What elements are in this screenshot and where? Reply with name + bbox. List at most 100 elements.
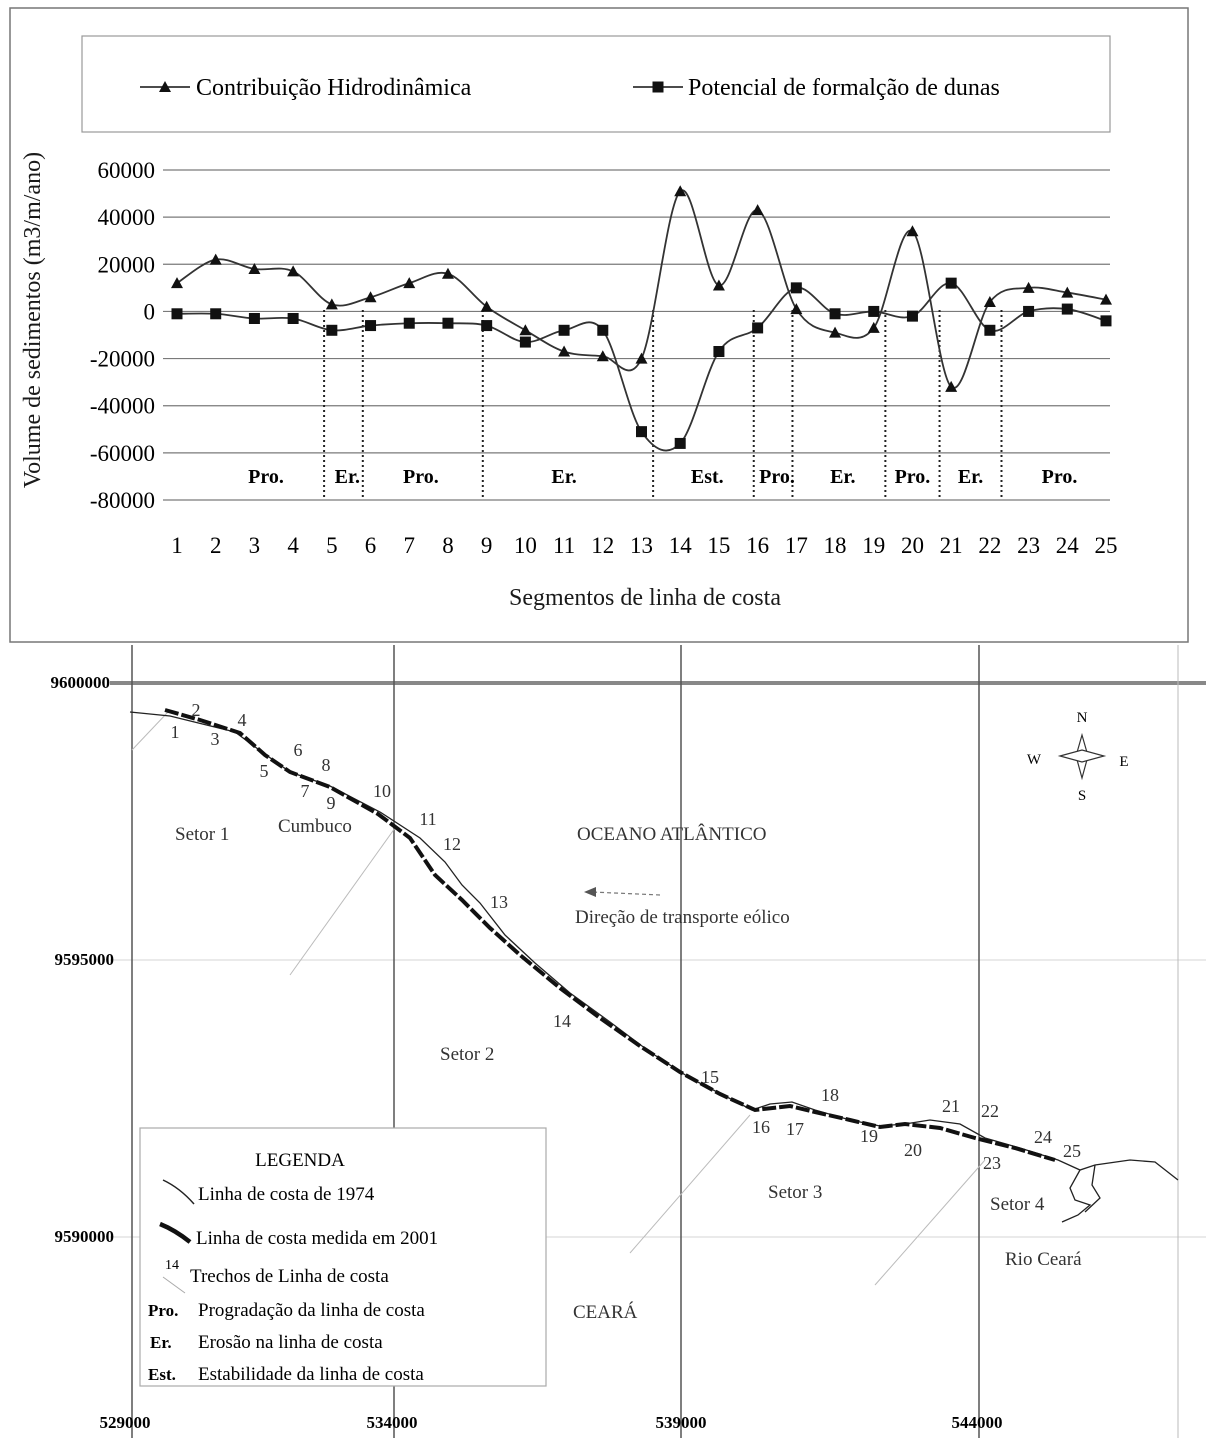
data-point-triangle <box>403 277 416 289</box>
data-point-square <box>210 308 222 320</box>
data-point-triangle <box>712 279 725 291</box>
segment-number: 15 <box>701 1067 719 1087</box>
zone-labels: Pro. Er. Pro. Er. Est. Pro. Er. Pro. Er. Pro. <box>248 466 1077 488</box>
zone-label: Est. <box>691 466 724 488</box>
data-point-triangle <box>519 324 532 336</box>
y-tick-label: -20000 <box>90 347 155 372</box>
gridlines <box>163 169 1110 501</box>
chart-legend: Contribuição Hidrodinâmica Potencial de f… <box>140 75 1000 101</box>
zone-label: Pro. <box>1042 466 1078 488</box>
map-legend-key-est: Est. <box>148 1365 176 1384</box>
y-tick-label: 60000 <box>98 158 156 183</box>
zone-label: Er. <box>551 466 576 488</box>
zone-label: Er. <box>958 466 983 488</box>
data-point-triangle <box>364 291 377 303</box>
map-y-tick-9590000: 9590000 <box>55 1227 115 1246</box>
x-tick-label: 19 <box>862 533 885 558</box>
x-tick-label: 6 <box>365 533 377 558</box>
data-point-square <box>674 437 686 449</box>
x-tick-label: 24 <box>1056 533 1080 558</box>
map-legend-item-1974: Linha de costa de 1974 <box>198 1184 375 1205</box>
label-setor-2: Setor 2 <box>440 1044 494 1065</box>
x-tick-label: 9 <box>481 533 493 558</box>
data-point-square <box>558 324 570 336</box>
legend-label: Potencial de formalção de dunas <box>688 75 1000 101</box>
sector-divider-0 <box>131 711 169 751</box>
legend-symbol-1974 <box>162 1179 195 1205</box>
map-legend-key-pro: Pro. <box>148 1301 178 1320</box>
segment-number: 16 <box>752 1117 770 1137</box>
data-point-square <box>1023 305 1035 317</box>
data-point-square <box>365 320 377 332</box>
compass-w: W <box>1027 752 1042 768</box>
compass-s: S <box>1078 788 1086 804</box>
map-legend-item-pro: Progradação da linha de costa <box>198 1300 425 1321</box>
segment-number: 24 <box>1034 1127 1052 1147</box>
label-ceara: CEARÁ <box>573 1301 638 1323</box>
y-tick-label: 20000 <box>98 252 156 277</box>
segment-number: 19 <box>860 1126 878 1146</box>
x-tick-label: 14 <box>669 533 693 558</box>
segment-number: 6 <box>294 740 303 760</box>
data-point-triangle <box>1022 281 1035 293</box>
y-tick-label: 40000 <box>98 205 156 230</box>
label-wind-direction: Direção de transporte eólico <box>575 907 790 928</box>
zone-label: Pro. <box>895 466 931 488</box>
data-point-triangle <box>635 352 648 364</box>
map-legend-title: LEGENDA <box>255 1150 345 1171</box>
data-point-square <box>403 317 415 329</box>
segment-number: 5 <box>260 761 269 781</box>
y-tick-label: 0 <box>144 299 156 324</box>
coastline-2001 <box>164 708 1056 1162</box>
y-axis-label: Volume de sedimentos (m3/m/ano) <box>20 152 46 488</box>
x-tick-label: 15 <box>707 533 730 558</box>
y-tick-label: -60000 <box>90 441 155 466</box>
data-point-square <box>1061 303 1073 315</box>
data-point-triangle <box>674 185 687 197</box>
map-legend-item-2001: Linha de costa medida em 2001 <box>196 1228 438 1249</box>
data-point-triangle <box>790 303 803 315</box>
zone-label: Er. <box>335 466 360 488</box>
x-tick-label: 25 <box>1095 533 1118 558</box>
data-point-triangle <box>209 253 222 265</box>
legend-label: Contribuição Hidrodinâmica <box>196 75 472 101</box>
data-point-triangle <box>751 204 764 216</box>
data-point-square <box>945 277 957 289</box>
y-tick-label: -80000 <box>90 488 155 513</box>
data-point-square <box>326 324 338 336</box>
x-tick-label: 1 <box>171 533 183 558</box>
map-legend-box <box>139 1127 547 1387</box>
sector-divider-1 <box>289 827 396 976</box>
series-line-triangle <box>176 189 1107 389</box>
data-point-triangle <box>829 326 842 338</box>
segment-number: 8 <box>322 755 331 775</box>
segment-number: 14 <box>553 1011 571 1031</box>
data-point-square <box>597 324 609 336</box>
x-axis-label: Segmentos de linha de costa <box>509 585 781 611</box>
data-point-square <box>1100 315 1112 327</box>
sector-divider-2 <box>629 1114 751 1254</box>
data-point-triangle <box>1061 286 1074 298</box>
segment-number: 12 <box>443 834 461 854</box>
data-point-triangle <box>441 267 454 279</box>
segment-number: 3 <box>211 729 220 749</box>
data-point-triangle <box>983 296 996 307</box>
map-x-tick-539000: 539000 <box>656 1413 707 1432</box>
compass-n: N <box>1077 710 1088 726</box>
segment-number: 1 <box>171 722 180 742</box>
data-point-triangle <box>287 265 300 277</box>
sector-divider-3 <box>874 1159 986 1286</box>
legend-symbol-segment <box>162 1276 186 1294</box>
x-tick-label: 16 <box>746 533 769 558</box>
segment-number: 25 <box>1063 1141 1081 1161</box>
data-point-square <box>442 317 454 329</box>
segment-number: 23 <box>983 1153 1001 1173</box>
wind-arrow-head <box>584 887 596 897</box>
x-tick-label: 3 <box>249 533 261 558</box>
segment-number: 18 <box>821 1085 839 1105</box>
zone-label: Pro. <box>248 466 284 488</box>
segment-number: 2 <box>192 700 201 720</box>
map-legend-key-er: Er. <box>150 1333 172 1352</box>
map-legend-item-est: Estabilidade da linha de costa <box>198 1364 424 1385</box>
x-tick-labels: 1 2 3 4 5 6 7 8 9 10 11 12 13 14 15 16 17 18 19 20 21 22 23 24 2… <box>171 533 1117 558</box>
